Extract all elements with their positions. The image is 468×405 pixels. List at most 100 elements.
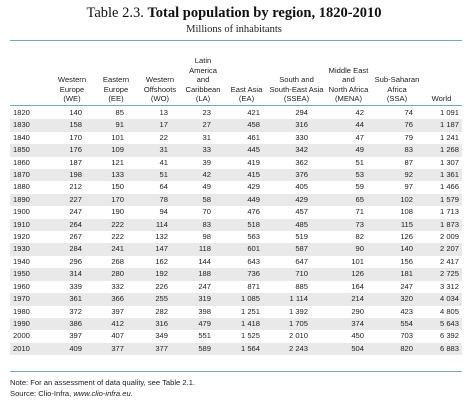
table-row: 1860 187 121 41 39 419 362 51 87 1 307 — [10, 157, 462, 169]
value-cell: 1 085 — [224, 293, 269, 306]
value-cell: 247 — [198, 281, 211, 291]
table-row: 1850 176 109 31 33 445 342 49 83 1 268 — [10, 144, 462, 157]
value-cell: 264 — [50, 218, 94, 232]
value-cell: 1 713 — [439, 207, 459, 217]
value-cell: 133 — [94, 169, 138, 182]
value-cell: 6 883 — [421, 342, 462, 356]
column-header-line: Middle East and — [328, 65, 369, 85]
value-cell: 332 — [111, 281, 124, 291]
year-cell: 1990 — [10, 317, 50, 331]
column-header-line: (EE) — [108, 94, 124, 104]
value-cell: 419 — [247, 157, 260, 167]
value-cell: 377 — [94, 342, 138, 356]
value-cell: 23 — [202, 108, 211, 117]
column-header-line — [10, 94, 50, 104]
source-line: Source: Clio-Infra, www.clio-infra.eu. — [10, 389, 195, 400]
table-title: Table 2.3. Total population by region, 1… — [0, 5, 468, 22]
value-cell: 227 — [50, 193, 94, 207]
column-header-line: Eastern Europe — [102, 75, 130, 94]
year-cell: 1920 — [13, 232, 30, 242]
value-cell: 461 — [247, 132, 260, 142]
table-row: 1990 386 412 316 479 1 418 1 705 374 554 5 643 — [10, 317, 462, 331]
value-cell: 76 — [373, 119, 421, 132]
value-cell: 409 — [50, 342, 94, 356]
value-cell: 601 — [224, 243, 269, 256]
year-cell: 1870 — [10, 169, 50, 182]
value-cell: 156 — [400, 256, 413, 266]
value-cell: 457 — [295, 207, 308, 217]
value-cell: 5 643 — [421, 317, 462, 331]
table-row: 1870 198 133 51 42 415 376 53 92 1 361 — [10, 169, 462, 182]
value-cell: 94 — [159, 207, 168, 217]
value-cell: 31 — [202, 132, 211, 142]
column-header: Western Europe (WE) — [50, 41, 94, 107]
column-header-line: Sub-Saharan Africa — [374, 75, 420, 94]
value-cell: 1 114 — [269, 293, 324, 306]
column-header-line — [224, 66, 269, 76]
value-cell: 551 — [198, 331, 211, 341]
value-cell: 314 — [50, 268, 94, 281]
value-cell: 13 — [159, 108, 168, 117]
value-cell: 212 — [69, 182, 82, 192]
table-row: 1950 314 280 192 188 736 710 126 181 2 725 — [10, 268, 462, 281]
column-header-line: America and — [189, 65, 217, 85]
value-cell: 132 — [155, 232, 168, 242]
value-cell: 339 — [69, 281, 82, 291]
value-cell: 78 — [138, 193, 182, 207]
value-cell: 643 — [247, 256, 260, 266]
value-cell: 198 — [50, 169, 94, 182]
value-cell: 319 — [182, 293, 224, 306]
value-cell: 140 — [69, 108, 82, 117]
value-cell: 114 — [138, 218, 182, 232]
year-cell: 1970 — [10, 293, 50, 306]
value-cell: 109 — [94, 144, 138, 157]
value-cell: 429 — [247, 182, 260, 192]
column-header-line: Western Europe — [57, 75, 87, 94]
value-cell: 41 — [159, 157, 168, 167]
value-cell: 421 — [247, 108, 260, 117]
value-cell: 736 — [224, 268, 269, 281]
value-cell: 247 — [69, 207, 82, 217]
year-cell: 1830 — [10, 119, 50, 132]
value-cell: 58 — [182, 193, 224, 207]
value-cell: 1 466 — [439, 182, 459, 192]
value-cell: 6 392 — [439, 331, 459, 341]
year-cell: 1980 — [13, 306, 30, 316]
value-cell: 162 — [155, 256, 168, 266]
year-cell: 1860 — [13, 157, 30, 167]
value-cell: 290 — [351, 306, 364, 316]
value-cell: 1 091 — [439, 108, 459, 117]
column-header: Middle East and North Africa (MENA) — [324, 41, 373, 107]
value-cell: 192 — [138, 268, 182, 281]
value-cell: 504 — [324, 342, 373, 356]
value-cell: 2 009 — [439, 232, 459, 242]
value-cell: 27 — [182, 119, 224, 132]
table-row: 1980 372 397 282 398 1 251 1 392 290 423 4 805 — [10, 306, 462, 318]
table-row: 1880 212 150 64 49 429 405 59 97 1 466 — [10, 181, 462, 193]
year-cell: 1900 — [13, 207, 30, 217]
value-cell: 73 — [324, 218, 373, 232]
table-row: 2000 397 407 349 551 1 525 2 010 450 703 6 392 — [10, 330, 462, 342]
column-header-line — [94, 66, 138, 76]
table-row: 1940 296 268 162 144 643 647 101 156 2 417 — [10, 256, 462, 268]
value-cell: 71 — [355, 207, 364, 217]
table-body: 1820 140 85 13 23 421 294 42 74 1 091 1830 158 91 17 2… — [10, 107, 462, 356]
value-cell: 2 207 — [421, 243, 462, 256]
value-cell: 445 — [224, 144, 269, 157]
column-header-line: (WE) — [63, 94, 81, 104]
value-cell: 320 — [373, 293, 421, 306]
value-cell: 126 — [324, 268, 373, 281]
value-cell: 188 — [182, 268, 224, 281]
value-cell: 92 — [373, 169, 421, 182]
table-row: 1970 361 366 255 319 1 085 1 114 214 320 4 034 — [10, 293, 462, 306]
value-cell: 144 — [198, 256, 211, 266]
value-cell: 405 — [295, 182, 308, 192]
value-cell: 3 312 — [439, 281, 459, 291]
source-label: Source: Clio-Infra, — [10, 388, 74, 398]
value-cell: 222 — [94, 218, 138, 232]
column-header — [10, 41, 50, 107]
column-header-line — [138, 66, 182, 76]
year-cell: 1950 — [10, 268, 50, 281]
column-header-line: South and — [279, 75, 314, 85]
